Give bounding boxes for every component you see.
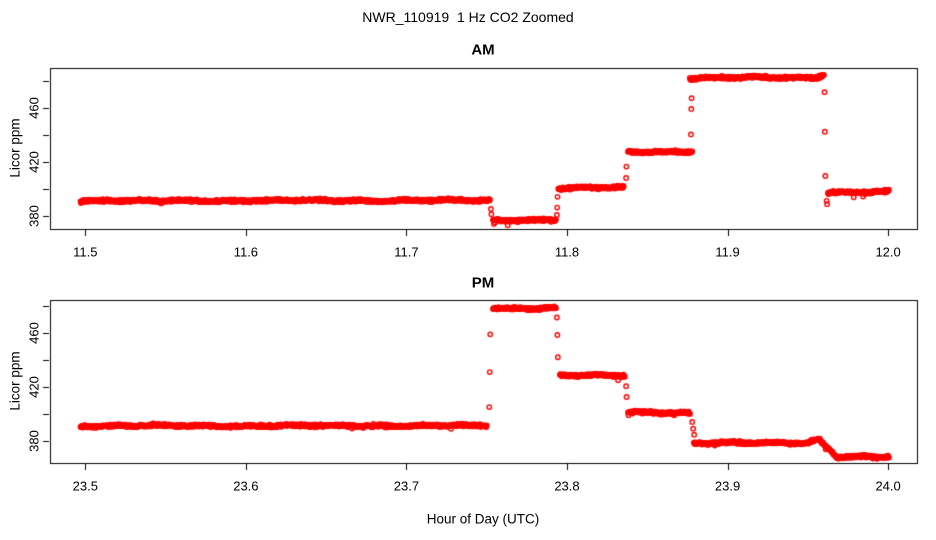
x-tick-label: 11.6 xyxy=(233,244,259,260)
x-tick-label: 11.7 xyxy=(394,244,419,260)
am-panel-title: AM xyxy=(471,41,495,59)
y-tick-label: 420 xyxy=(26,151,42,173)
am-y-axis-label: Licor ppm xyxy=(7,118,23,178)
x-tick-label: 23.5 xyxy=(72,478,98,494)
main-title: NWR_110919 1 Hz CO2 Zoomed xyxy=(362,9,574,25)
x-tick-label: 23.7 xyxy=(393,478,420,494)
x-tick-label: 23.8 xyxy=(554,478,580,494)
x-tick-label: 11.5 xyxy=(73,244,98,260)
y-tick-label: 460 xyxy=(26,97,42,120)
x-axis-label: Hour of Day (UTC) xyxy=(426,511,540,527)
y-tick-label: 420 xyxy=(26,376,42,398)
x-tick-label: 11.9 xyxy=(715,244,740,260)
pm-y-axis-label: Licor ppm xyxy=(7,351,23,411)
y-tick-label: 380 xyxy=(26,429,42,452)
y-tick-label: 380 xyxy=(26,204,42,227)
x-tick-label: 11.8 xyxy=(554,244,580,260)
x-tick-label: 12.0 xyxy=(875,244,901,260)
y-tick-label: 460 xyxy=(26,322,42,344)
pm-panel-title: PM xyxy=(471,274,495,292)
x-tick-label: 23.6 xyxy=(233,478,259,494)
x-tick-label: 24.0 xyxy=(875,478,901,494)
x-tick-label: 23.9 xyxy=(714,478,741,494)
